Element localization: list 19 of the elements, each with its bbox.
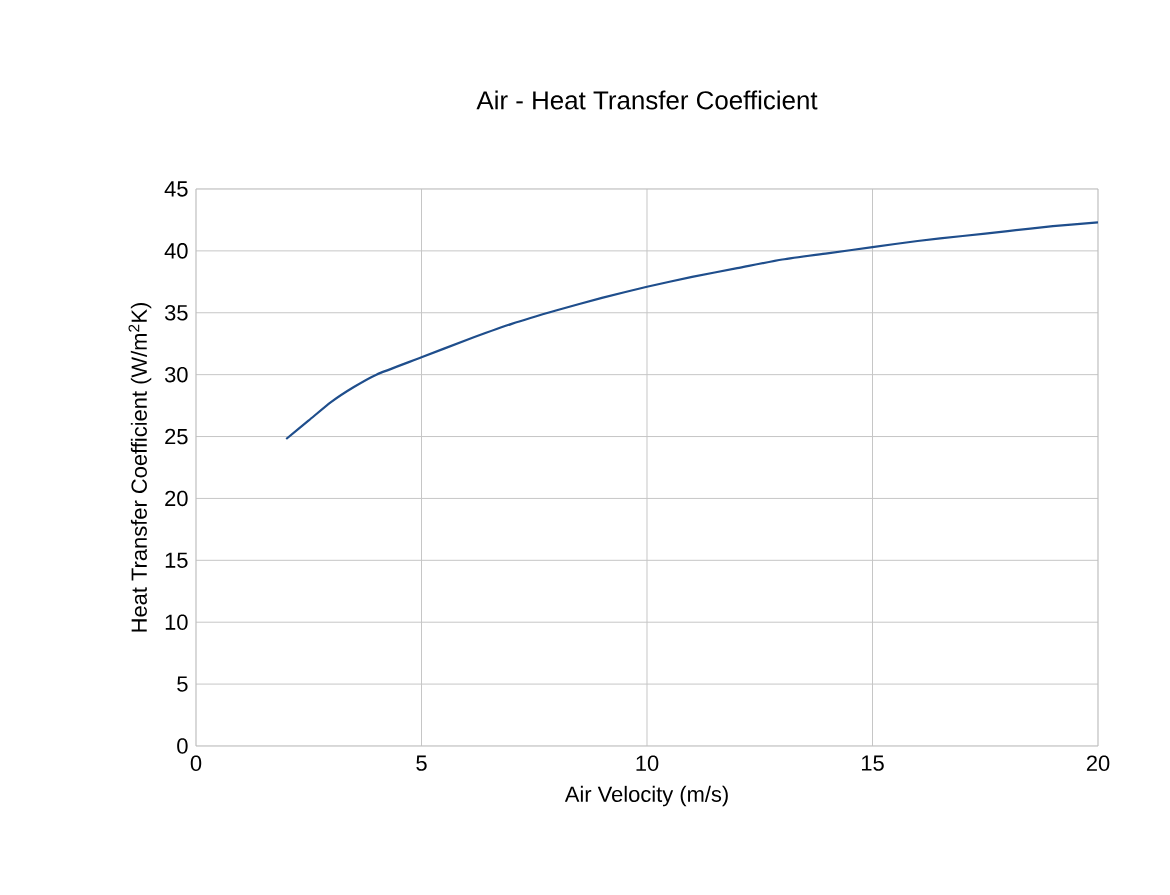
x-tick-label: 0: [190, 755, 202, 772]
y-tick-label: 5: [177, 676, 188, 692]
y-tick-label: 45: [164, 181, 188, 197]
y-tick-label: 25: [165, 428, 188, 445]
y-axis-title: Heat Transfer Coefficient (W/m$^{2}$K): [128, 302, 152, 632]
x-tick-label: 20: [1086, 755, 1110, 772]
y-tick-label: 15: [165, 552, 188, 568]
x-axis-title: Air Velocity (m/s): [564, 785, 728, 807]
x-tick-label: 10: [636, 755, 659, 772]
y-tick-label: 10: [165, 614, 188, 630]
y-tick-label: 40: [164, 243, 188, 259]
y-tick-label: 20: [165, 490, 188, 507]
y-tick-label: 30: [164, 366, 188, 383]
x-tick-label: 5: [416, 755, 427, 771]
y-tick-label: 35: [164, 304, 188, 321]
chart-title: Air - Heat Transfer Coefficient: [476, 90, 818, 110]
y-tick-label: 0: [177, 738, 188, 754]
x-tick-label: 15: [861, 755, 884, 771]
line-series: [285, 221, 1099, 441]
